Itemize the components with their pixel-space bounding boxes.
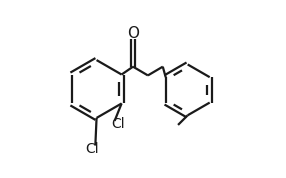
Text: Cl: Cl	[112, 117, 125, 131]
Text: O: O	[127, 26, 139, 41]
Text: Cl: Cl	[86, 142, 99, 156]
